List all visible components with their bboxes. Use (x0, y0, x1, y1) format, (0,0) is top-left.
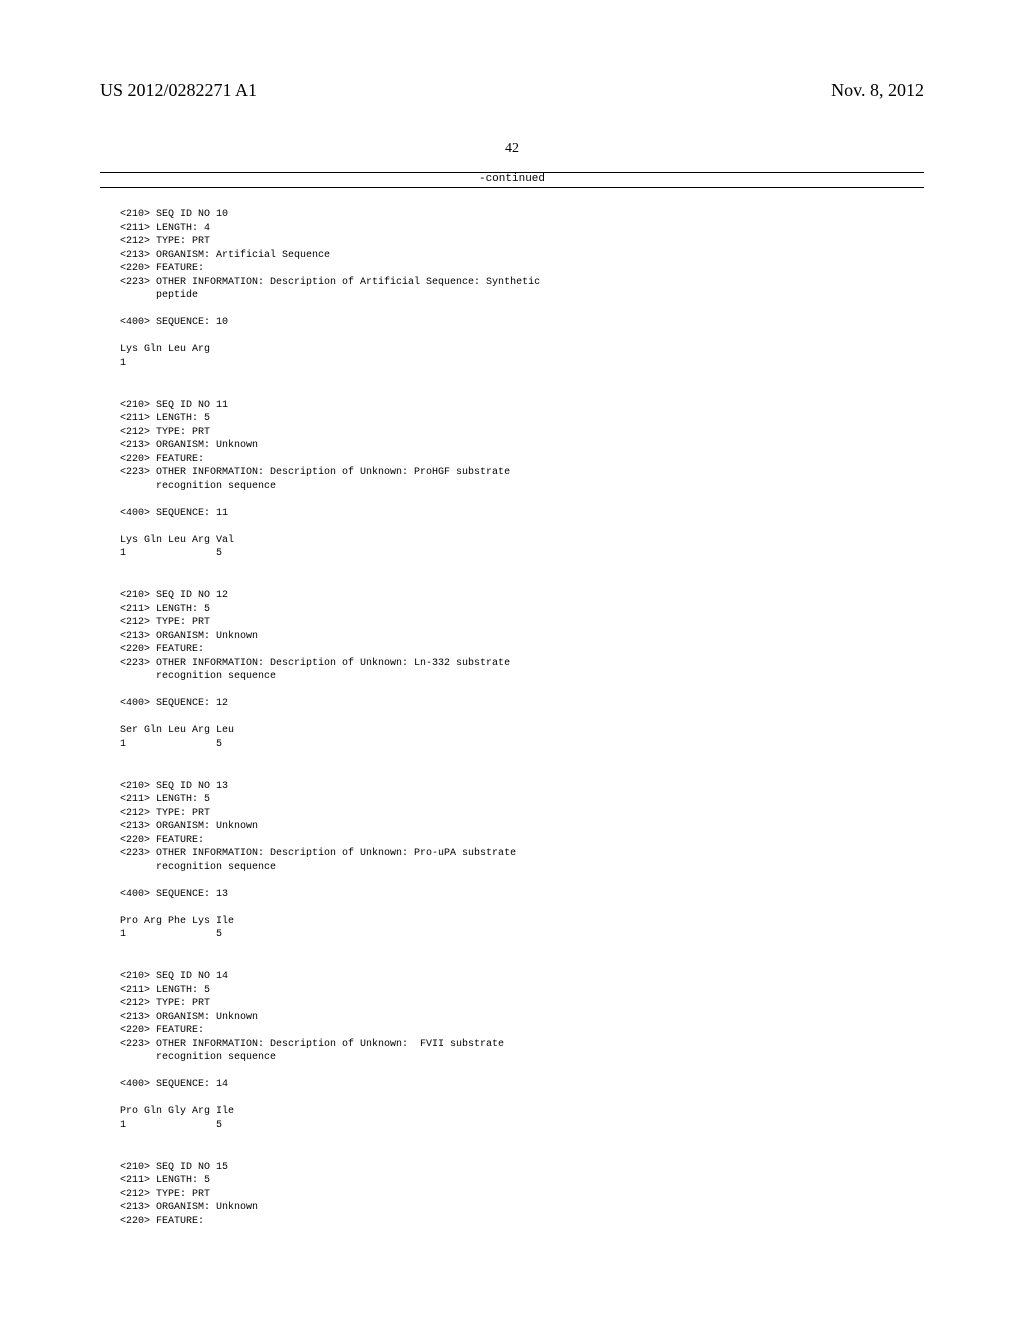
document-header: US 2012/0282271 A1 Nov. 8, 2012 (100, 80, 924, 101)
sequence-block: <210> SEQ ID NO 14 <211> LENGTH: 5 <212>… (120, 970, 924, 1132)
continued-label: -continued (100, 173, 924, 185)
sequence-block: <210> SEQ ID NO 15 <211> LENGTH: 5 <212>… (120, 1161, 924, 1229)
publication-number: US 2012/0282271 A1 (100, 80, 257, 101)
rule-bottom (100, 187, 924, 188)
sequence-block: <210> SEQ ID NO 11 <211> LENGTH: 5 <212>… (120, 399, 924, 561)
continued-section: -continued (100, 172, 924, 188)
publication-date: Nov. 8, 2012 (831, 80, 924, 101)
sequence-block: <210> SEQ ID NO 13 <211> LENGTH: 5 <212>… (120, 780, 924, 942)
sequence-listing: <210> SEQ ID NO 10 <211> LENGTH: 4 <212>… (120, 208, 924, 1228)
page-number: 42 (100, 141, 924, 157)
sequence-block: <210> SEQ ID NO 10 <211> LENGTH: 4 <212>… (120, 208, 924, 370)
sequence-block: <210> SEQ ID NO 12 <211> LENGTH: 5 <212>… (120, 589, 924, 751)
